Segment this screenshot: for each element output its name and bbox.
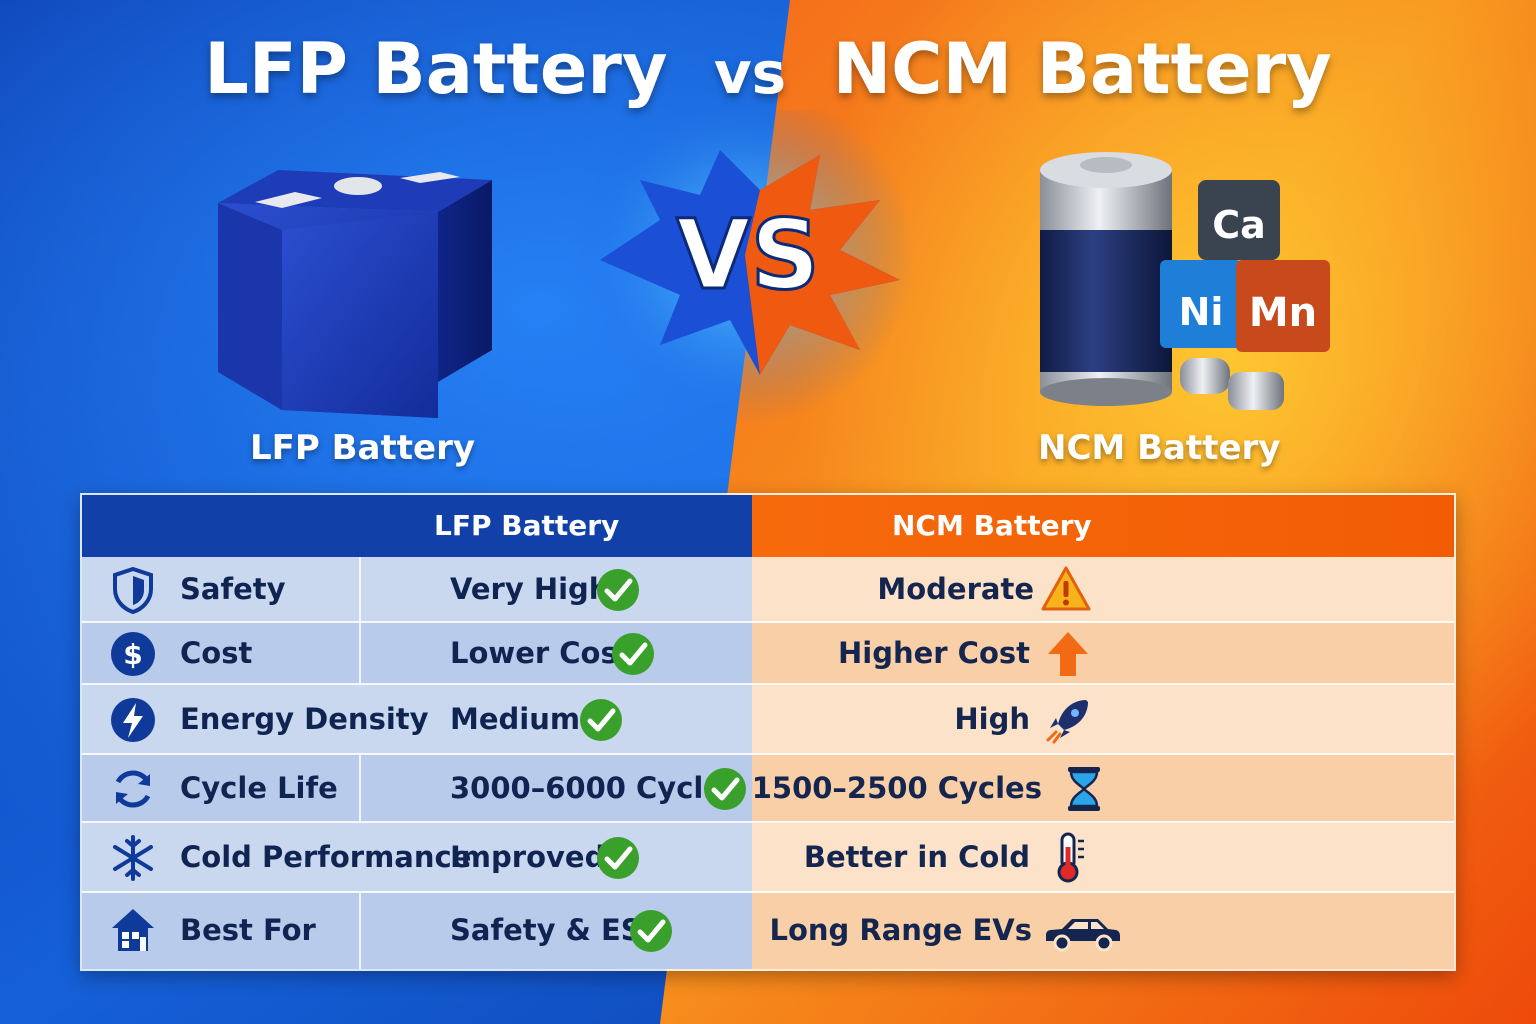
- lfp-value: 3000–6000 Cycles: [450, 771, 741, 805]
- warning-icon: [1041, 566, 1091, 611]
- feature-label: Best For: [180, 913, 316, 947]
- ncm-value: 1500–2500 Cycles: [751, 771, 1042, 805]
- svg-text:Mn: Mn: [1249, 290, 1317, 336]
- thermometer-icon: [1057, 832, 1084, 883]
- page-title: LFP Battery vs NCM Battery: [0, 28, 1536, 118]
- feature-label: Cost: [180, 636, 253, 670]
- lfp-caption: LFP Battery: [250, 428, 476, 468]
- arrow-up-icon: [1048, 632, 1088, 676]
- svg-text:$: $: [123, 638, 142, 671]
- title-ncm: NCM Battery: [832, 28, 1332, 110]
- check-icon: [612, 633, 654, 675]
- lfp-value: Lower Cost: [450, 636, 632, 670]
- header-ncm: NCM Battery: [892, 509, 1092, 542]
- check-icon: [597, 569, 639, 611]
- dollar-icon: $: [111, 632, 155, 676]
- lightning-icon: [111, 698, 155, 742]
- vs-badge: VS: [676, 199, 819, 311]
- feature-label: Safety: [180, 572, 286, 606]
- check-icon: [580, 699, 622, 741]
- check-icon: [630, 910, 672, 952]
- lfp-value: Very High: [450, 572, 610, 606]
- feature-label: Energy Density: [180, 702, 429, 736]
- hourglass-icon: [1068, 767, 1100, 811]
- home-icon: [112, 909, 154, 951]
- vs-burst-icon: VS: [575, 110, 915, 425]
- feature-label: Cycle Life: [180, 771, 338, 805]
- table-row: Cycle Life 3000–6000 Cycles 1500–2500 Cy…: [82, 755, 1454, 823]
- check-icon: [597, 837, 639, 879]
- check-icon: [704, 768, 746, 810]
- lfp-value: Improved: [450, 840, 606, 874]
- ncm-value: High: [954, 702, 1030, 736]
- table-header: LFP Battery NCM Battery: [82, 495, 1454, 557]
- header-ncm-cell: NCM Battery: [752, 495, 1454, 557]
- table-row: Cold Performance Improved Better in Cold: [82, 823, 1454, 893]
- ncm-value: Better in Cold: [803, 840, 1030, 874]
- ncm-caption: NCM Battery: [1038, 428, 1281, 468]
- lfp-cell-icon: [218, 170, 492, 418]
- ncm-value: Long Range EVs: [769, 913, 1033, 947]
- car-icon: [1046, 919, 1120, 952]
- header-lfp: LFP Battery: [434, 509, 620, 542]
- header-lfp-cell: LFP Battery: [82, 495, 752, 557]
- rocket-icon: [1046, 700, 1088, 744]
- ncm-value: Moderate: [877, 572, 1034, 606]
- snowflake-icon: [113, 835, 153, 881]
- ncm-cell-icon: [1040, 152, 1172, 406]
- svg-text:Ca: Ca: [1212, 203, 1266, 247]
- svg-text:Ni: Ni: [1179, 290, 1224, 334]
- title-vs: vs: [713, 39, 787, 107]
- title-lfp: LFP Battery: [204, 28, 668, 110]
- table-row: Best For Safety & ESS Long Range EVs: [82, 893, 1454, 969]
- lfp-value: Safety & ESS: [450, 913, 662, 947]
- feature-label: Cold Performance: [180, 840, 472, 874]
- comparison-table: LFP Battery NCM Battery Safety Very High…: [80, 493, 1456, 971]
- table-row: Safety Very High Moderate: [82, 557, 1454, 623]
- table-row: Energy Density Medium High: [82, 685, 1454, 755]
- shield-icon: [113, 566, 153, 615]
- lfp-value: Medium: [450, 702, 581, 736]
- hero-illustration: VS Ca Ni Mn: [218, 110, 1330, 425]
- cycle-icon: [115, 770, 151, 808]
- table-row: $ Cost Lower Cost Higher Cost: [82, 623, 1454, 685]
- element-blocks-icon: Ca Ni Mn: [1160, 180, 1330, 410]
- ncm-value: Higher Cost: [837, 636, 1030, 670]
